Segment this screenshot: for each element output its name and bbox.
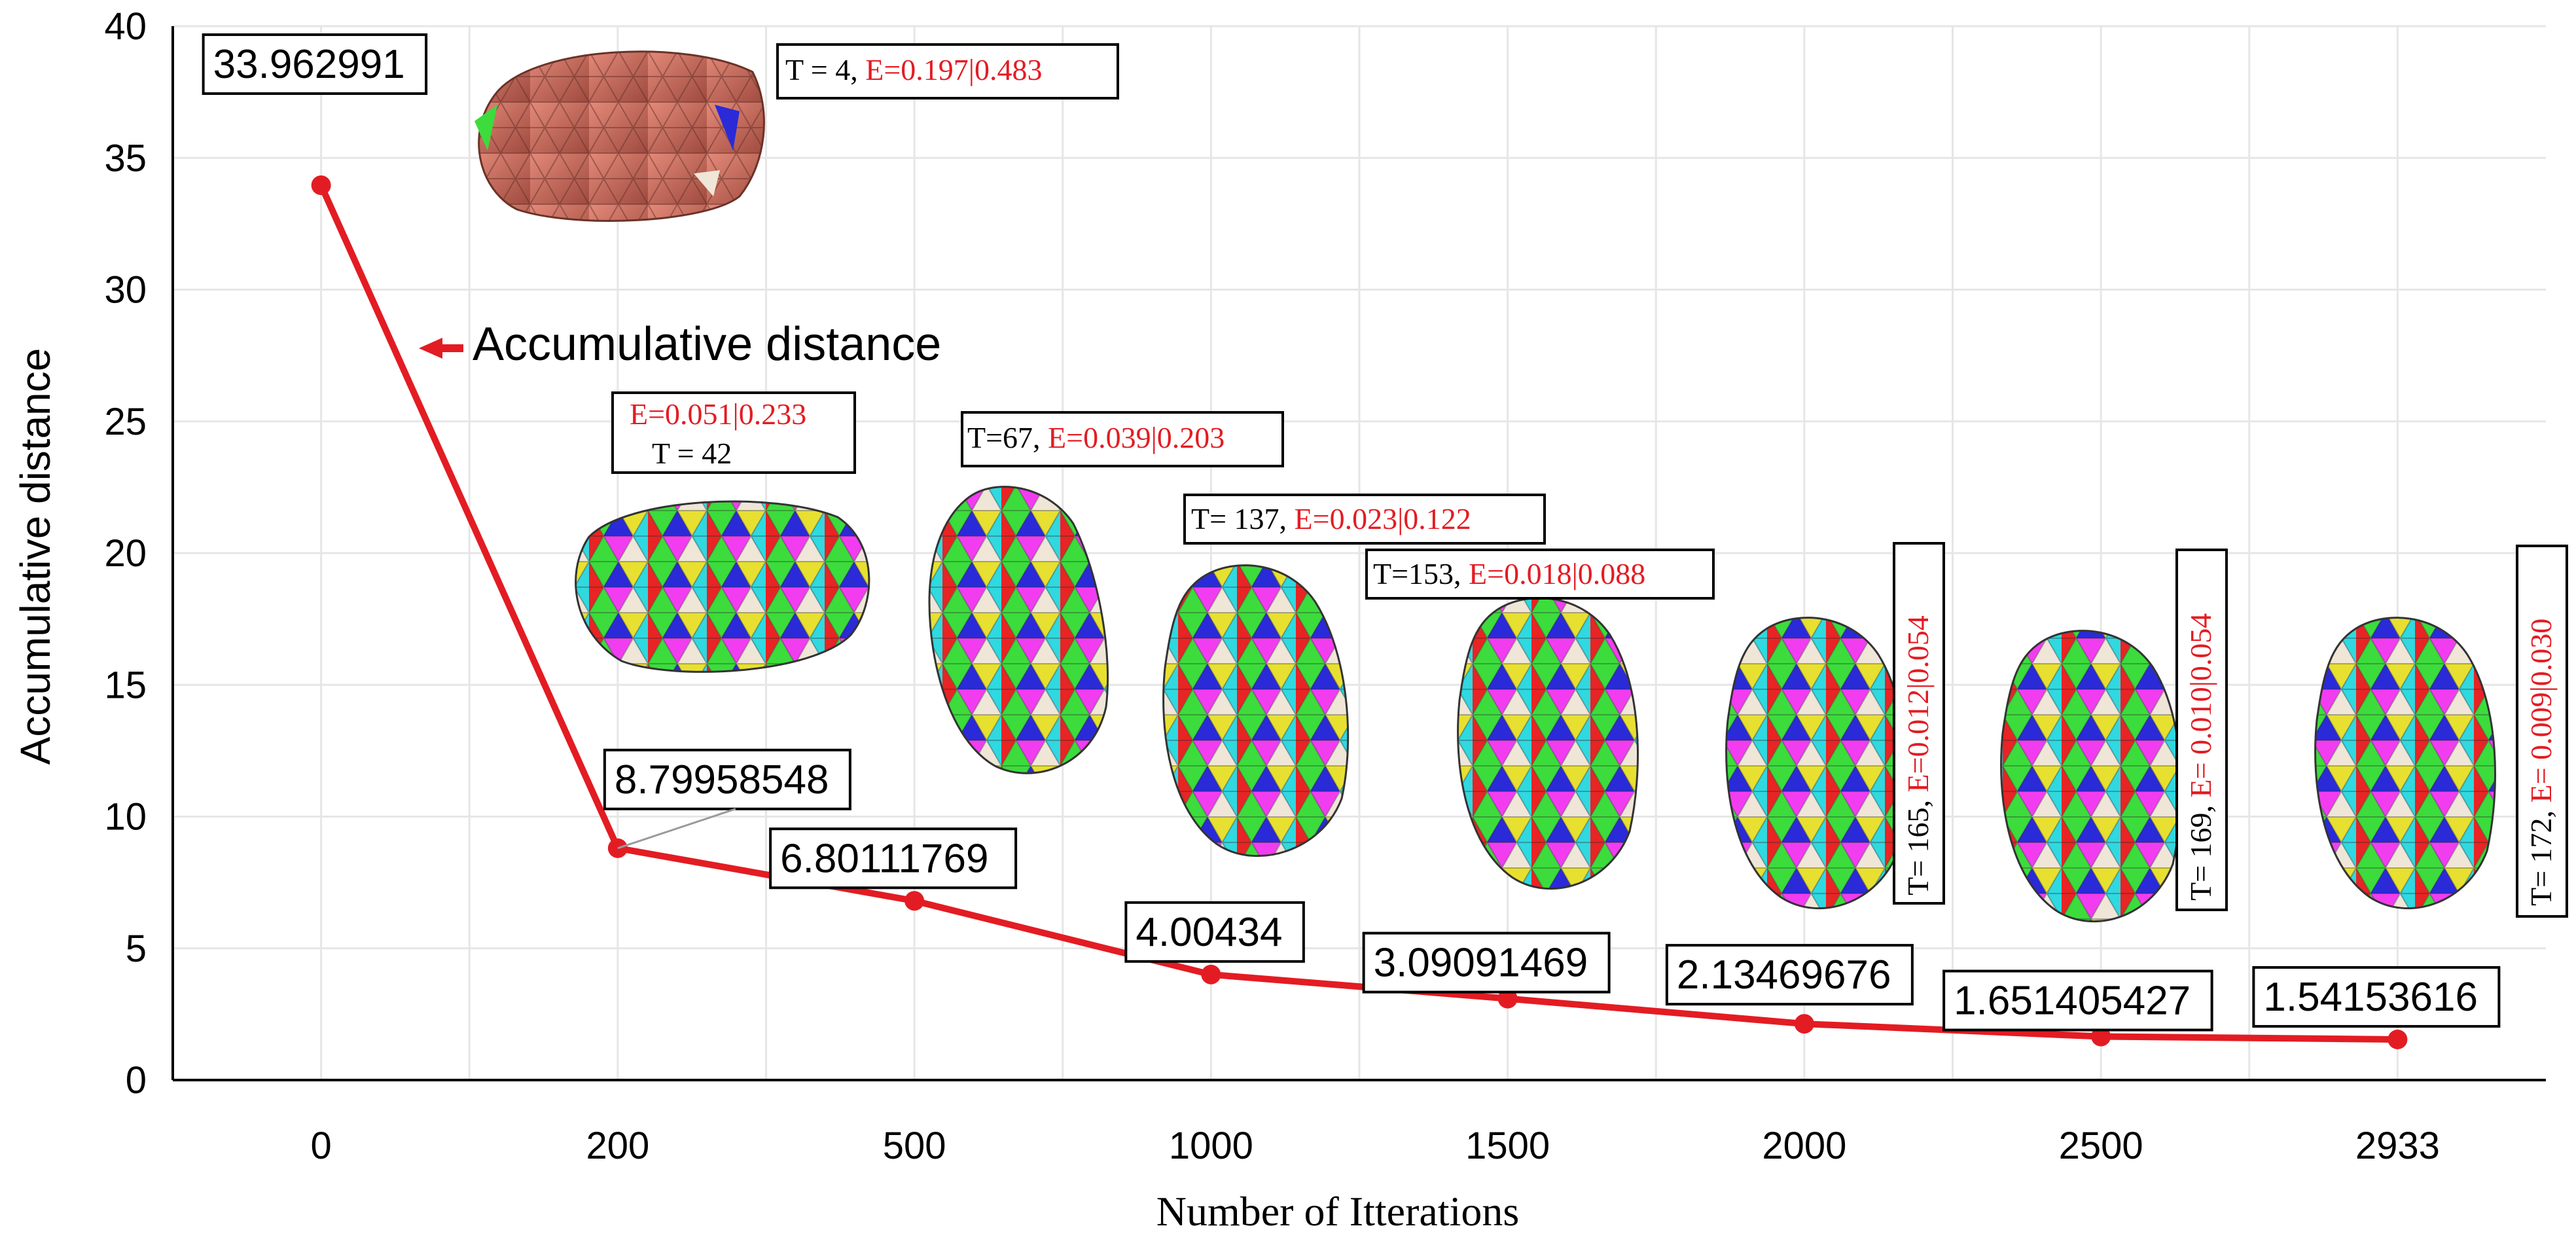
data-point-1000 — [1201, 964, 1221, 984]
svg-text:T= 169, E= 0.010|0.054: T= 169, E= 0.010|0.054 — [2184, 613, 2217, 901]
data-label-text: 33.962991 — [213, 42, 405, 87]
annotation-4-e: E=0.018|0.088 — [1469, 557, 1645, 590]
annotation-5-e: E=0.012|0.054 — [1901, 615, 1935, 792]
data-label-2500: 1.651405427 — [1942, 969, 2213, 1032]
mesh-thumbnail-5 — [1725, 617, 1907, 910]
annotation-3-e: E=0.023|0.122 — [1295, 502, 1471, 535]
svg-text:T=153, E=0.018|0.088: T=153, E=0.018|0.088 — [1373, 557, 1645, 590]
annotation-0-sep: , — [850, 53, 865, 86]
x-tick-label: 2000 — [1762, 1125, 1846, 1167]
y-tick-label: 5 — [126, 928, 147, 970]
y-tick-label: 40 — [104, 5, 147, 48]
y-tick-label: 30 — [104, 269, 147, 312]
annotation-5-sep: , — [1901, 792, 1935, 807]
x-tick-label: 1000 — [1169, 1125, 1253, 1167]
x-tick-label: 200 — [586, 1125, 649, 1167]
annotation-6: T= 169, E= 0.010|0.054 — [2175, 549, 2228, 911]
annotation-5-t: T= 165 — [1901, 807, 1935, 895]
data-label-text: 4.00434 — [1136, 910, 1282, 955]
mesh-thumbnail-7 — [2314, 617, 2496, 910]
data-label-2933: 1.54153616 — [2252, 965, 2501, 1028]
data-label-text: 8.79958548 — [615, 757, 829, 803]
series — [311, 175, 2408, 1049]
y-tick-label: 15 — [104, 664, 147, 706]
annotation-6-e: E= 0.010|0.054 — [2184, 613, 2217, 798]
svg-text:T= 172, E= 0.009|0.030: T= 172, E= 0.009|0.030 — [2524, 619, 2558, 906]
svg-text:T = 4, E=0.197|0.483: T = 4, E=0.197|0.483 — [785, 53, 1042, 86]
annotation-5: T= 165, E=0.012|0.054 — [1893, 542, 1945, 905]
mesh-thumbnail-4 — [1457, 597, 1639, 890]
mesh-thumbnail-2 — [928, 486, 1109, 774]
data-label-2000: 2.13469676 — [1665, 944, 1914, 1006]
data-point-2933 — [2388, 1029, 2408, 1049]
svg-text:T= 137, E=0.023|0.122: T= 137, E=0.023|0.122 — [1191, 502, 1471, 535]
annotation-7-e: E= 0.009|0.030 — [2524, 619, 2558, 803]
svg-text:T= 165, E=0.012|0.054: T= 165, E=0.012|0.054 — [1901, 615, 1935, 895]
data-label-1000: 4.00434 — [1124, 901, 1305, 963]
annotation-7-t: T= 172 — [2524, 818, 2558, 906]
annotation-7-sep: , — [2524, 803, 2558, 818]
x-tick-label: 2500 — [2059, 1125, 2143, 1167]
annotation-4-t: T=153 — [1373, 557, 1454, 590]
axes: 0 5 10 15 20 25 30 35 40 0 200 500 1000 1500 2000 2500 2… — [104, 5, 2546, 1167]
legend-arrow-shaft — [441, 344, 463, 352]
leader-line — [617, 808, 736, 850]
annotation-2-sep: , — [1033, 421, 1048, 454]
data-point-2000 — [1794, 1014, 1814, 1034]
data-point-500 — [904, 891, 925, 911]
legend-arrow-icon — [419, 338, 442, 359]
data-label-1500: 3.09091469 — [1362, 931, 1611, 994]
data-point-0 — [311, 175, 331, 195]
legend: Accumulative distance — [419, 318, 941, 370]
annotation-7: T= 172, E= 0.009|0.030 — [2516, 545, 2568, 918]
annotation-2-t: T=67 — [967, 421, 1033, 454]
data-label-0: 33.962991 — [202, 33, 428, 95]
mesh-thumbnail-6 — [2000, 630, 2182, 923]
svg-text:T=67, E=0.039|0.203: T=67, E=0.039|0.203 — [967, 421, 1225, 454]
mesh-thumbnail-1 — [575, 500, 870, 673]
x-tick-label: 0 — [310, 1125, 331, 1167]
annotation-6-sep: , — [2184, 797, 2217, 812]
y-tick-label: 10 — [104, 796, 147, 839]
annotation-2: T=67, E=0.039|0.203 — [961, 411, 1284, 467]
data-label-text: 3.09091469 — [1374, 941, 1588, 986]
annotation-0-t: T = 4 — [785, 53, 850, 86]
y-axis-title: Accumulative distance — [12, 348, 59, 765]
mesh-thumbnail-0 — [474, 50, 765, 222]
annotation-2-e: E=0.039|0.203 — [1048, 421, 1225, 454]
y-tick-label: 35 — [104, 137, 147, 179]
annotation-0: T = 4, E=0.197|0.483 — [776, 43, 1119, 99]
annotation-3: T= 137, E=0.023|0.122 — [1183, 494, 1546, 545]
data-label-200: 8.79958548 — [603, 748, 851, 850]
data-point-1500 — [1497, 988, 1518, 1009]
annotation-3-t: T= 137 — [1191, 502, 1279, 535]
x-tick-label: 500 — [883, 1125, 946, 1167]
y-tick-label: 20 — [104, 532, 147, 575]
annotation-4-sep: , — [1454, 557, 1469, 590]
annotation-0-e: E=0.197|0.483 — [865, 53, 1042, 86]
data-point-2500 — [2091, 1026, 2111, 1047]
y-tick-label: 25 — [104, 401, 147, 443]
annotation-1-e: E=0.051|0.233 — [630, 397, 806, 431]
legend-label: Accumulative distance — [473, 318, 941, 370]
x-tick-label: 1500 — [1465, 1125, 1550, 1167]
x-axis-title: Number of Itterations — [1156, 1188, 1520, 1235]
data-label-text: 1.54153616 — [2263, 975, 2478, 1020]
data-label-text: 1.651405427 — [1954, 979, 2191, 1024]
x-tick-label: 2933 — [2355, 1125, 2440, 1167]
series-line — [318, 183, 2398, 1043]
annotation-3-sep: , — [1279, 502, 1295, 535]
y-tick-label: 0 — [126, 1059, 147, 1102]
data-label-text: 2.13469676 — [1677, 952, 1891, 998]
annotation-4: T=153, E=0.018|0.088 — [1365, 549, 1715, 600]
annotation-6-t: T= 169 — [2184, 812, 2217, 901]
data-labels: 33.962991 8.79958548 6.80111769 4.00434 3.09… — [202, 33, 2501, 1032]
data-label-text: 6.80111769 — [780, 836, 988, 881]
mesh-thumbnail-3 — [1162, 564, 1350, 857]
annotation-1-t: T = 42 — [652, 437, 732, 470]
data-label-500: 6.80111769 — [769, 827, 1018, 890]
annotation-1: E=0.051|0.233 T = 42 — [611, 391, 856, 474]
